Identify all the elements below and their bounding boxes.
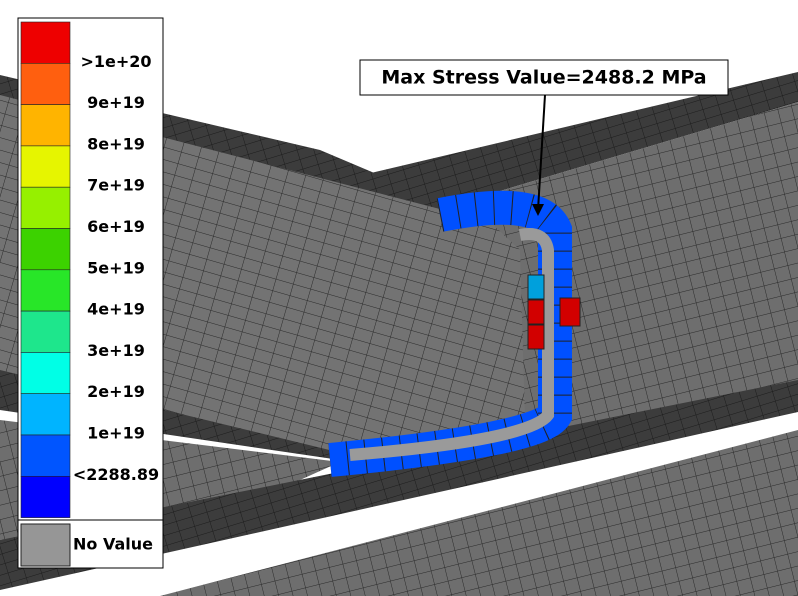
legend-label: 5e+19 [87,258,145,277]
bottom-flange [0,380,798,590]
geometry [0,72,798,596]
legend-label: 7e+19 [87,176,145,195]
no-value-swatch [20,523,71,567]
legend-swatch [20,145,71,188]
legend-swatch [20,475,71,518]
legend-swatch [20,434,71,477]
annotation-box [359,59,729,96]
element-hot [527,324,545,350]
legend-swatch [20,104,71,147]
leader-line [537,94,546,211]
legend-label: >1e+20 [80,52,151,71]
legend-swatch [20,62,71,105]
back-beam-flange [320,72,798,212]
no-value-label: No Value [73,535,153,554]
element-hot [559,297,581,327]
legend-label: 8e+19 [87,134,145,153]
legend: >1e+20 9e+19 8e+19 7e+19 6e+19 5e+19 4e+19 3e+1… [17,17,164,569]
legend-label: 6e+19 [87,217,145,236]
legend-swatch [20,310,71,353]
leader-arrow [532,204,544,216]
annotation: Max Stress Value=2488.2 MPa [359,59,729,216]
legend-label: 3e+19 [87,341,145,360]
weld-seam [349,228,554,461]
legend-label: 2e+19 [87,382,145,401]
legend-label: 4e+19 [87,300,145,319]
bottom-web [160,430,798,596]
annotation-text: Max Stress Value=2488.2 MPa [381,67,706,89]
legend-label: 9e+19 [87,93,145,112]
legend-swatch [20,393,71,436]
element-light [527,274,545,300]
legend-label: 1e+19 [87,424,145,443]
legend-swatch [20,228,71,271]
legend-swatch [20,186,71,229]
legend-swatch [20,21,71,64]
legend-swatch [20,269,71,312]
legend-swatch [20,352,71,394]
legend-label: <2288.89 [73,465,159,484]
element-hot [527,299,545,325]
